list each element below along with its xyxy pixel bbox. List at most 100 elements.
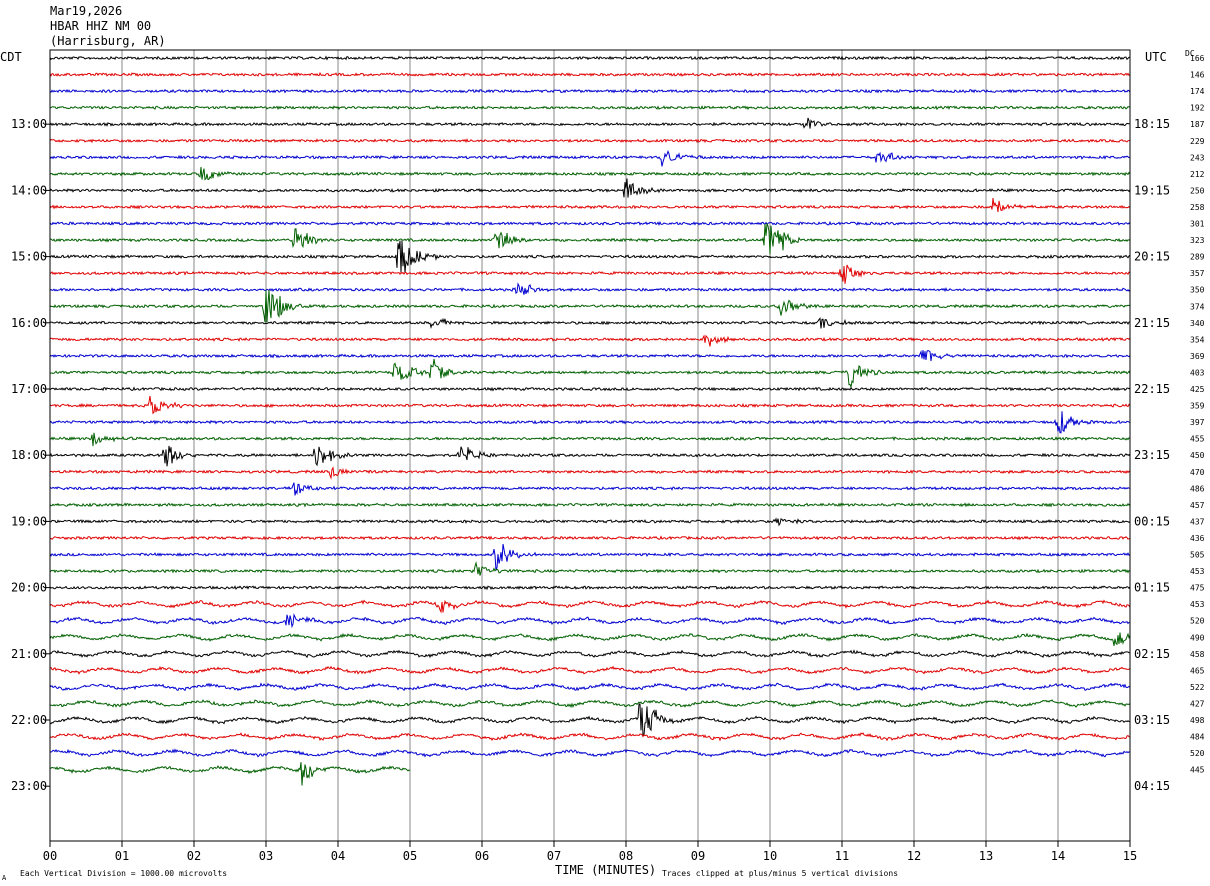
right-timezone-label: UTC xyxy=(1145,50,1167,64)
dc-offset-label: 445 xyxy=(1190,766,1205,775)
seismic-trace xyxy=(49,561,1131,576)
x-tick-label: 08 xyxy=(619,849,633,863)
seismic-trace xyxy=(49,517,1131,527)
seismic-trace xyxy=(49,290,1131,323)
dc-offset-label: 250 xyxy=(1190,186,1205,195)
seismic-trace xyxy=(49,264,1131,284)
label-group: 00 01 02 03 04 05 06 07 08 09 10 11 12 13 14 15 13:00 18:… xyxy=(11,54,1205,863)
utc-hour-label: 04:15 xyxy=(1134,779,1170,793)
dc-offset-label: 258 xyxy=(1190,203,1205,212)
grid xyxy=(121,50,1059,841)
dc-header-label: DC xyxy=(1185,49,1195,58)
utc-hour-label: 03:15 xyxy=(1134,713,1170,727)
seismic-trace xyxy=(49,149,1131,167)
seismic-trace xyxy=(49,71,1131,77)
seismic-trace xyxy=(49,649,1130,659)
dc-offset-label: 436 xyxy=(1190,534,1205,543)
x-tick-label: 07 xyxy=(547,849,561,863)
utc-hour-label: 18:15 xyxy=(1134,117,1170,131)
seismic-trace xyxy=(49,599,1131,614)
dc-offset-label: 359 xyxy=(1190,402,1205,411)
plot-frame xyxy=(49,49,1131,842)
x-tick-label: 04 xyxy=(331,849,345,863)
seismic-trace xyxy=(49,732,1131,742)
dc-offset-label: 340 xyxy=(1190,319,1205,328)
seismic-trace xyxy=(49,395,1131,415)
dc-offset-label: 520 xyxy=(1190,749,1205,758)
seismic-trace xyxy=(49,117,1131,129)
cdt-hour-label: 14:00 xyxy=(11,183,47,197)
dc-offset-label: 520 xyxy=(1190,617,1205,626)
seismic-trace xyxy=(49,682,1131,692)
seismic-trace xyxy=(49,222,1131,255)
dc-offset-label: 427 xyxy=(1190,699,1205,708)
dc-offset-label: 505 xyxy=(1190,551,1205,560)
x-tick-label: 12 xyxy=(907,849,921,863)
seismic-trace xyxy=(49,543,1131,571)
dc-offset-label: 374 xyxy=(1190,302,1205,311)
dc-offset-label: 455 xyxy=(1190,435,1205,444)
seismic-trace xyxy=(49,432,1131,447)
utc-hour-label: 00:15 xyxy=(1134,514,1170,528)
x-tick-label: 11 xyxy=(835,849,849,863)
seismic-trace xyxy=(49,358,1131,390)
dc-offset-label: 486 xyxy=(1190,484,1205,493)
x-tick-label: 14 xyxy=(1051,849,1065,863)
dc-offset-label: 465 xyxy=(1190,666,1205,675)
seismic-trace xyxy=(49,167,1131,181)
seismic-trace xyxy=(49,703,1131,738)
dc-offset-label: 187 xyxy=(1190,120,1205,129)
x-tick-label: 01 xyxy=(115,849,129,863)
utc-hour-label: 23:15 xyxy=(1134,448,1170,462)
x-tick-label: 13 xyxy=(979,849,993,863)
seismic-trace xyxy=(49,411,1131,434)
dc-offset-label: 357 xyxy=(1190,269,1205,278)
seismic-trace xyxy=(49,482,1131,496)
x-tick-label: 00 xyxy=(43,849,57,863)
seismic-trace xyxy=(49,55,1131,61)
dc-offset-label: 397 xyxy=(1190,418,1205,427)
seismic-trace xyxy=(49,585,1131,591)
seismic-trace xyxy=(49,535,1131,541)
cdt-hour-label: 19:00 xyxy=(11,514,47,528)
trace-group xyxy=(49,55,1131,786)
station-label: HBAR HHZ NM 00 xyxy=(50,19,152,33)
dc-offset-label: 212 xyxy=(1190,170,1205,179)
cdt-hour-label: 13:00 xyxy=(11,117,47,131)
dc-offset-label: 498 xyxy=(1190,716,1205,725)
plot-header: Mar19,2026 HBAR HHZ NM 00 (Harrisburg, A… xyxy=(50,4,166,49)
dc-offset-label: 323 xyxy=(1190,236,1205,245)
seismic-trace xyxy=(49,502,1131,508)
dc-offset-label: 470 xyxy=(1190,468,1205,477)
dc-offset-label: 458 xyxy=(1190,650,1205,659)
dc-offset-label: 450 xyxy=(1190,451,1205,460)
seismic-trace xyxy=(49,466,1131,480)
dc-offset-label: 484 xyxy=(1190,733,1205,742)
dc-offset-label: 301 xyxy=(1190,220,1205,229)
clip-note: Traces clipped at plus/minus 5 vertical … xyxy=(662,869,898,878)
x-tick-label: 09 xyxy=(691,849,705,863)
utc-hour-label: 20:15 xyxy=(1134,250,1170,264)
scale-note: Each Vertical Division = 1000.00 microvo… xyxy=(20,869,227,878)
dc-offset-label: 403 xyxy=(1190,368,1205,377)
dc-offset-label: 229 xyxy=(1190,137,1205,146)
dc-offset-label: 453 xyxy=(1190,600,1205,609)
dc-offset-label: 369 xyxy=(1190,352,1205,361)
x-tick-label: 03 xyxy=(259,849,273,863)
cdt-hour-label: 23:00 xyxy=(11,779,47,793)
x-tick-label: 10 xyxy=(763,849,777,863)
dc-offset-label: 522 xyxy=(1190,683,1205,692)
cdt-hour-label: 17:00 xyxy=(11,382,47,396)
seismic-trace xyxy=(49,762,411,786)
cdt-hour-label: 20:00 xyxy=(11,581,47,595)
cdt-hour-label: 16:00 xyxy=(11,316,47,330)
seismic-trace xyxy=(49,350,1131,362)
seismic-trace xyxy=(49,748,1131,758)
location-label: (Harrisburg, AR) xyxy=(50,34,166,48)
seismic-trace xyxy=(49,698,1131,709)
dc-offset-label: 425 xyxy=(1190,385,1205,394)
seismic-trace xyxy=(49,178,1131,198)
seismic-trace xyxy=(49,138,1131,144)
seismic-trace xyxy=(49,220,1131,226)
dc-offset-label: 475 xyxy=(1190,584,1205,593)
